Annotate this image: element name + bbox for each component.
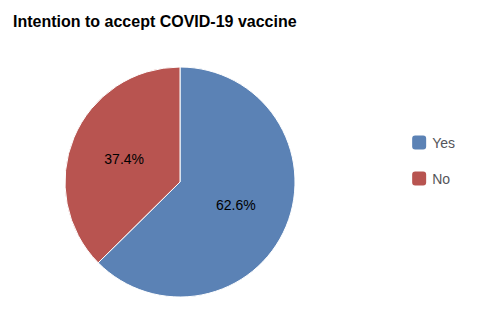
svg-text:Intention to accept COVID-19 v: Intention to accept COVID-19 vaccine — [13, 13, 297, 30]
svg-text:62.6%: 62.6% — [216, 197, 256, 213]
svg-text:No: No — [432, 171, 450, 187]
svg-text:37.4%: 37.4% — [104, 151, 144, 167]
svg-text:Yes: Yes — [432, 135, 455, 151]
